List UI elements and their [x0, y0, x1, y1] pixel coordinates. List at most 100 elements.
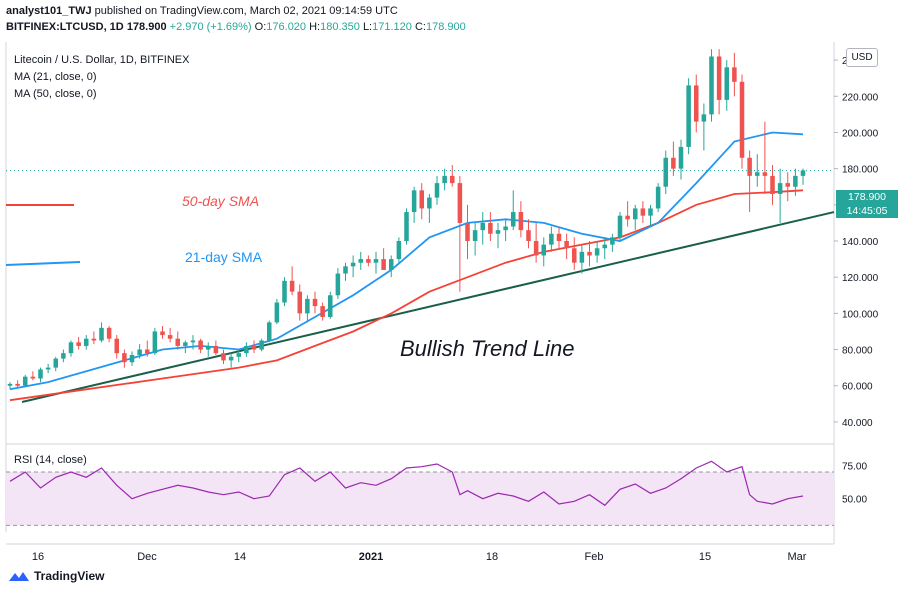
candle-body: [632, 208, 638, 220]
candle-body: [38, 369, 43, 379]
candle-body: [244, 345, 249, 354]
legend-ma50[interactable]: MA (50, close, 0): [14, 88, 97, 100]
candle-body: [266, 322, 272, 341]
candle-body: [549, 233, 554, 245]
candle-body: [762, 172, 768, 176]
candle-body: [442, 175, 447, 184]
candle-body: [15, 383, 20, 386]
candle-body: [152, 331, 158, 354]
candle-body: [457, 183, 463, 223]
candle-body: [411, 190, 417, 213]
y-tick-label: 100.000: [842, 309, 879, 320]
y-tick-label: 200.000: [842, 128, 879, 139]
candle-body: [335, 273, 341, 296]
candle-body: [747, 157, 752, 176]
candle-body: [61, 353, 66, 359]
candle-body: [388, 259, 394, 270]
candle-body: [373, 259, 379, 263]
x-tick-label: 2021: [359, 551, 383, 563]
publisher-name[interactable]: analyst101_TWJ: [6, 5, 92, 17]
candle-body: [76, 342, 81, 346]
candle-body: [22, 376, 28, 386]
rsi-legend[interactable]: RSI (14, close): [14, 454, 87, 466]
candle-body: [221, 353, 226, 361]
symbol-line: BITFINEX:LTCUSD, 1D 178.900 +2.970 (+1.6…: [6, 19, 466, 35]
candle-body: [297, 291, 303, 314]
candle-body: [495, 230, 501, 234]
symbol-text: BITFINEX:LTCUSD, 1D: [6, 21, 124, 33]
candle-body: [274, 302, 280, 323]
candle-body: [449, 175, 455, 184]
candle-body: [68, 342, 74, 354]
candle-body: [732, 67, 737, 82]
candle-body: [175, 338, 181, 346]
candle-body: [785, 183, 791, 187]
candle-body: [533, 241, 539, 256]
candle-body: [701, 114, 707, 122]
candle-body: [716, 56, 722, 100]
candle-body: [571, 248, 577, 263]
candle-body: [655, 186, 661, 209]
y-tick-label: 180.000: [842, 165, 879, 176]
sma21-sample-line: [5, 261, 81, 266]
rsi-tick-label: 75.00: [842, 461, 867, 472]
y-tick-label: 60.000: [842, 382, 873, 393]
candle-body: [160, 331, 165, 336]
candle-body: [678, 146, 684, 169]
candle-body: [205, 345, 211, 350]
candle-body: [594, 248, 600, 256]
close-value: 178.900: [425, 21, 466, 33]
candle-body: [754, 172, 760, 176]
y-tick-label: 140.000: [842, 237, 879, 248]
candle-body: [503, 226, 508, 231]
tradingview-footer[interactable]: TradingView: [8, 569, 104, 583]
price-tag-value: 178.900: [848, 191, 886, 203]
x-tick-label: 14: [234, 551, 246, 563]
published-text: published on TradingView.com, March 02, …: [94, 5, 398, 17]
bullish-trend-line: [21, 211, 835, 403]
candle-body: [419, 190, 425, 209]
publisher-line: analyst101_TWJ published on TradingView.…: [6, 3, 466, 19]
candle-body: [686, 85, 691, 147]
chart-header: analyst101_TWJ published on TradingView.…: [6, 3, 466, 35]
candle-body: [343, 266, 348, 274]
candle-body: [724, 67, 730, 100]
candle-body: [45, 367, 51, 370]
y-tick-label: 120.000: [842, 273, 879, 284]
footer-brand: TradingView: [34, 569, 105, 583]
x-tick-label: Mar: [788, 551, 807, 563]
candle-body: [99, 327, 104, 341]
candle-body: [381, 259, 386, 270]
candle-body: [564, 241, 569, 249]
candle-body: [709, 56, 714, 115]
rsi-line: [9, 460, 804, 507]
ma21-line: [9, 131, 804, 391]
last-price-tag: 178.900 14:45:05: [836, 190, 898, 218]
candle-body: [404, 212, 409, 241]
candle-body: [648, 208, 653, 216]
open-label: O:: [254, 21, 267, 33]
candle-body: [465, 222, 470, 241]
candle-body: [739, 81, 745, 158]
candle-body: [114, 338, 120, 354]
rsi-tick-label: 50.00: [842, 495, 867, 506]
candle-body: [366, 259, 371, 263]
candle-body: [137, 349, 142, 355]
candle-body: [556, 233, 562, 241]
low-value: 171.120: [372, 21, 412, 33]
candle-body: [198, 340, 203, 350]
candle-body: [777, 183, 783, 194]
sma50-annotation: 50-day SMA: [182, 193, 259, 209]
candle-body: [167, 335, 173, 339]
candle-body: [510, 212, 516, 227]
candle-body: [251, 345, 257, 350]
x-tick-label: Dec: [137, 551, 157, 563]
candle-body: [122, 353, 127, 363]
candle-body: [213, 345, 219, 354]
x-tick-label: 18: [486, 551, 498, 563]
legend-ma21[interactable]: MA (21, close, 0): [14, 71, 97, 83]
currency-button[interactable]: USD: [846, 48, 878, 67]
candle-body: [327, 295, 333, 317]
candle-body: [617, 215, 623, 238]
